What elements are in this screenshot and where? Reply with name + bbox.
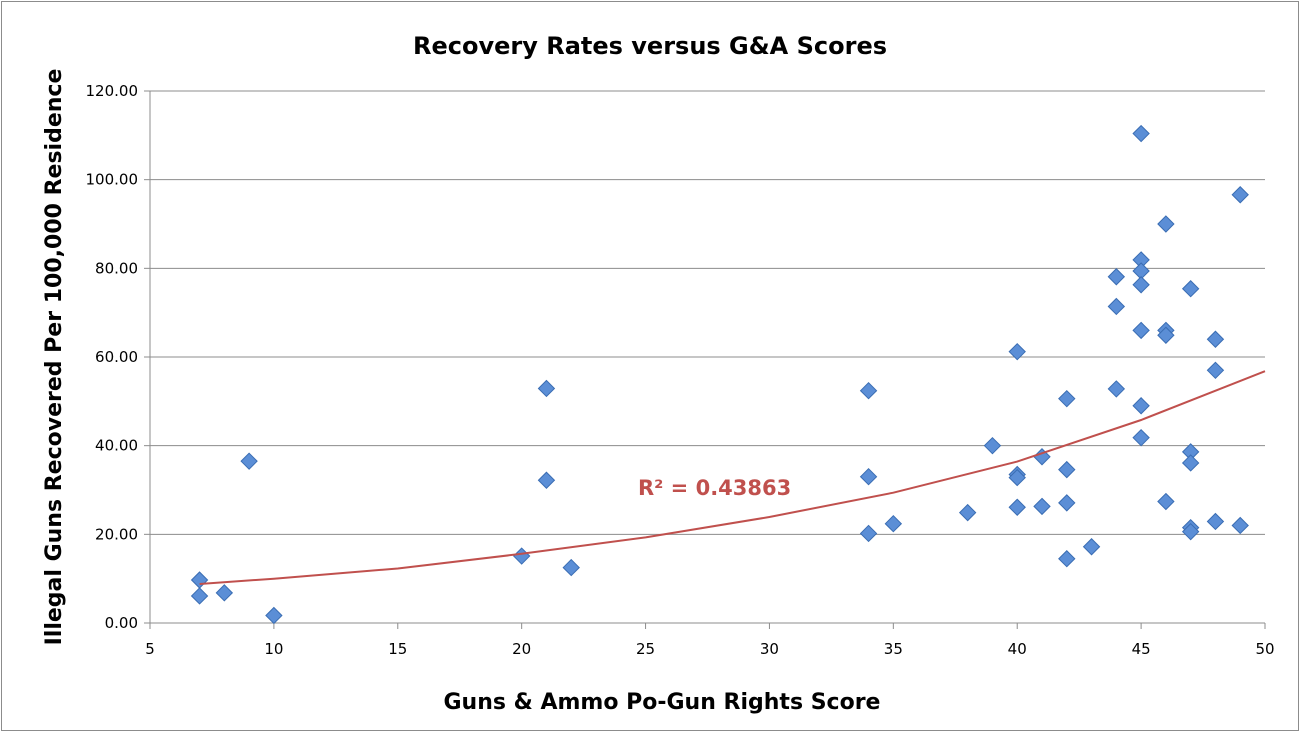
data-point — [1058, 389, 1076, 408]
data-point — [1132, 321, 1150, 340]
data-point — [1107, 268, 1126, 286]
data-point — [1181, 454, 1200, 472]
trendline — [199, 370, 1266, 585]
x-tick-label: 10 — [264, 640, 283, 658]
data-point — [190, 587, 209, 605]
data-point — [265, 606, 283, 625]
data-point — [1008, 498, 1026, 516]
data-point — [1058, 460, 1076, 479]
data-point — [1132, 428, 1150, 447]
data-point — [884, 514, 903, 533]
y-axis-title: Illegal Guns Recovered Per 100,000 Resid… — [42, 69, 67, 646]
x-tick-label: 35 — [884, 640, 903, 658]
data-point — [1132, 397, 1150, 415]
axes — [149, 91, 1265, 624]
data-point — [215, 584, 234, 602]
r-squared-label: R² = 0.43863 — [638, 476, 791, 500]
x-tick-label: 25 — [636, 640, 655, 658]
data-point — [1231, 186, 1249, 204]
data-point — [1132, 124, 1150, 143]
x-tick-label: 45 — [1132, 640, 1151, 658]
data-point — [1181, 522, 1200, 541]
y-tick-label: 100.00 — [86, 171, 139, 189]
x-tick-label: 30 — [760, 640, 779, 658]
y-tick-label: 0.00 — [105, 614, 138, 632]
data-point — [1107, 297, 1126, 316]
data-point — [1107, 380, 1126, 398]
data-point — [859, 524, 878, 543]
y-tick-label: 40.00 — [95, 437, 138, 455]
data-point — [1033, 497, 1051, 516]
x-tick-label: 20 — [512, 640, 531, 658]
data-point — [512, 547, 531, 565]
data-point — [859, 467, 878, 486]
data-point — [1157, 326, 1175, 344]
data-point — [562, 558, 580, 577]
x-tick-label: 40 — [1008, 640, 1027, 658]
data-point — [1157, 492, 1175, 511]
y-tick-label: 120.00 — [86, 82, 139, 100]
y-tick-label: 60.00 — [95, 348, 138, 366]
data-point — [1181, 280, 1200, 298]
x-axis-title: Guns & Ammo Po-Gun Rights Score — [444, 690, 881, 715]
data-point — [1206, 361, 1225, 380]
chart-title: Recovery Rates versus G&A Scores — [413, 32, 887, 60]
data-point — [1082, 538, 1101, 556]
y-axis-ticks: 0.00 20.00 40.00 60.00 80.00 100.00 120.00 — [86, 82, 150, 632]
data-point — [1206, 512, 1225, 531]
data-point — [537, 471, 556, 489]
data-point — [983, 436, 1002, 455]
data-points — [190, 124, 1249, 625]
data-point — [1058, 550, 1076, 568]
data-point — [190, 571, 209, 589]
data-point — [1132, 276, 1150, 294]
y-tick-label: 80.00 — [95, 259, 138, 277]
data-point — [1008, 342, 1026, 361]
data-point — [1157, 215, 1175, 233]
data-point — [958, 503, 977, 522]
x-tick-label: 5 — [145, 640, 155, 658]
gridlines — [150, 90, 1265, 535]
data-point — [1058, 494, 1076, 512]
data-point — [859, 381, 878, 400]
y-tick-label: 20.00 — [95, 525, 138, 543]
x-tick-label: 15 — [388, 640, 407, 658]
data-point — [1206, 330, 1225, 348]
data-point — [240, 452, 258, 470]
data-point — [1008, 468, 1026, 487]
data-point — [537, 379, 556, 398]
data-point — [1231, 516, 1249, 535]
x-axis-ticks: 5 10 15 20 25 30 35 40 45 50 — [145, 623, 1275, 658]
x-tick-label: 50 — [1255, 640, 1274, 658]
